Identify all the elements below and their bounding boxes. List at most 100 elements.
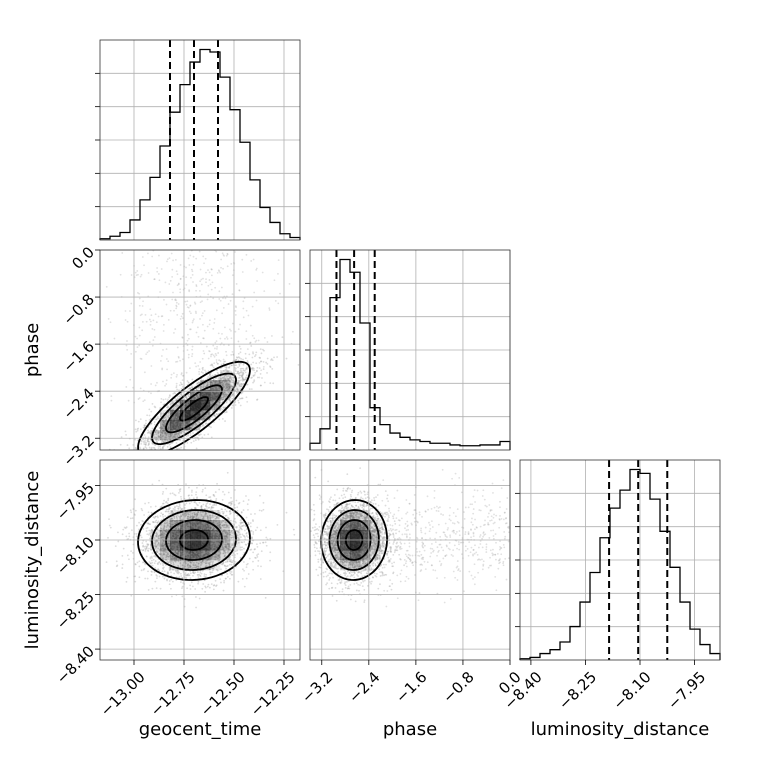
sample-point <box>240 371 243 374</box>
sample-point <box>165 418 168 420</box>
sample-point <box>149 557 152 560</box>
sample-point <box>175 405 177 408</box>
sample-point <box>156 528 159 530</box>
sample-point <box>240 379 242 382</box>
sample-point <box>231 561 234 564</box>
sample-point <box>175 559 178 562</box>
sample-point <box>188 551 191 554</box>
sample-point <box>129 509 132 512</box>
sample-point <box>206 501 209 504</box>
sample-point <box>212 344 215 347</box>
sample-point <box>266 372 268 374</box>
sample-point <box>248 523 250 526</box>
sample-point <box>263 336 266 339</box>
sample-point <box>245 368 248 370</box>
sample-point <box>243 369 246 372</box>
sample-point <box>148 446 151 449</box>
sample-point <box>210 381 213 384</box>
sample-point <box>222 362 225 365</box>
sample-point <box>168 508 171 511</box>
sample-point <box>181 524 184 526</box>
sample-point <box>185 428 188 430</box>
sample-point <box>174 405 177 408</box>
sample-point <box>241 385 243 388</box>
sample-point <box>107 317 110 320</box>
sample-point <box>259 360 262 363</box>
sample-point <box>200 283 203 286</box>
sample-point <box>239 549 242 551</box>
sample-point <box>166 406 169 409</box>
sample-point <box>176 411 179 413</box>
sample-point <box>152 452 154 454</box>
sample-point <box>245 495 247 497</box>
sample-point <box>219 578 222 581</box>
sample-point <box>225 521 227 524</box>
sample-point <box>202 516 205 519</box>
sample-point <box>214 387 217 390</box>
sample-point <box>149 324 152 326</box>
sample-point <box>174 551 177 554</box>
sample-point <box>224 368 227 371</box>
sample-point <box>176 415 179 418</box>
sample-point <box>229 374 232 377</box>
sample-point <box>124 457 126 459</box>
sample-point <box>154 406 157 409</box>
sample-point <box>226 252 229 255</box>
sample-point <box>223 391 226 394</box>
sample-point <box>227 542 230 545</box>
sample-point <box>241 546 244 549</box>
sample-point <box>213 318 216 320</box>
sample-point <box>211 515 214 517</box>
sample-point <box>185 266 187 269</box>
sample-point <box>211 551 214 553</box>
sample-point <box>200 552 203 554</box>
sample-point <box>207 412 210 414</box>
sample-point <box>144 424 146 427</box>
sample-point <box>248 388 251 390</box>
sample-point <box>192 571 194 573</box>
sample-point <box>212 567 215 570</box>
sample-point <box>194 564 197 567</box>
sample-point <box>162 544 165 547</box>
sample-point <box>224 297 227 300</box>
sample-point <box>190 276 192 279</box>
sample-point <box>216 569 219 572</box>
sample-point <box>196 486 198 489</box>
sample-point <box>158 575 161 578</box>
sample-point <box>179 318 182 320</box>
sample-point <box>266 357 269 360</box>
sample-point <box>139 357 142 360</box>
sample-point <box>215 387 218 390</box>
sample-point <box>224 535 227 538</box>
sample-point <box>186 573 189 576</box>
sample-point <box>216 413 218 416</box>
sample-point <box>210 381 213 383</box>
sample-point <box>165 528 168 531</box>
sample-point <box>276 523 279 526</box>
sample-point <box>174 415 177 417</box>
sample-point <box>175 515 178 518</box>
sample-point <box>156 551 159 553</box>
sample-point <box>189 566 192 569</box>
sample-point <box>140 442 143 445</box>
sample-point <box>220 382 222 384</box>
sample-point <box>258 509 261 512</box>
sample-point <box>190 561 193 564</box>
sample-point <box>136 439 139 442</box>
sample-point <box>160 355 163 357</box>
sample-point <box>222 541 225 543</box>
sample-point <box>179 408 182 410</box>
sample-point <box>132 551 134 554</box>
sample-point <box>230 330 232 332</box>
sample-point <box>174 560 177 562</box>
sample-point <box>152 558 155 561</box>
sample-point <box>165 487 168 490</box>
sample-point <box>228 563 231 566</box>
sample-point <box>260 360 263 363</box>
sample-point <box>191 345 194 348</box>
sample-point <box>149 452 151 454</box>
sample-point <box>169 309 172 312</box>
sample-point <box>239 369 242 372</box>
sample-point <box>221 417 224 420</box>
sample-point <box>192 423 195 426</box>
